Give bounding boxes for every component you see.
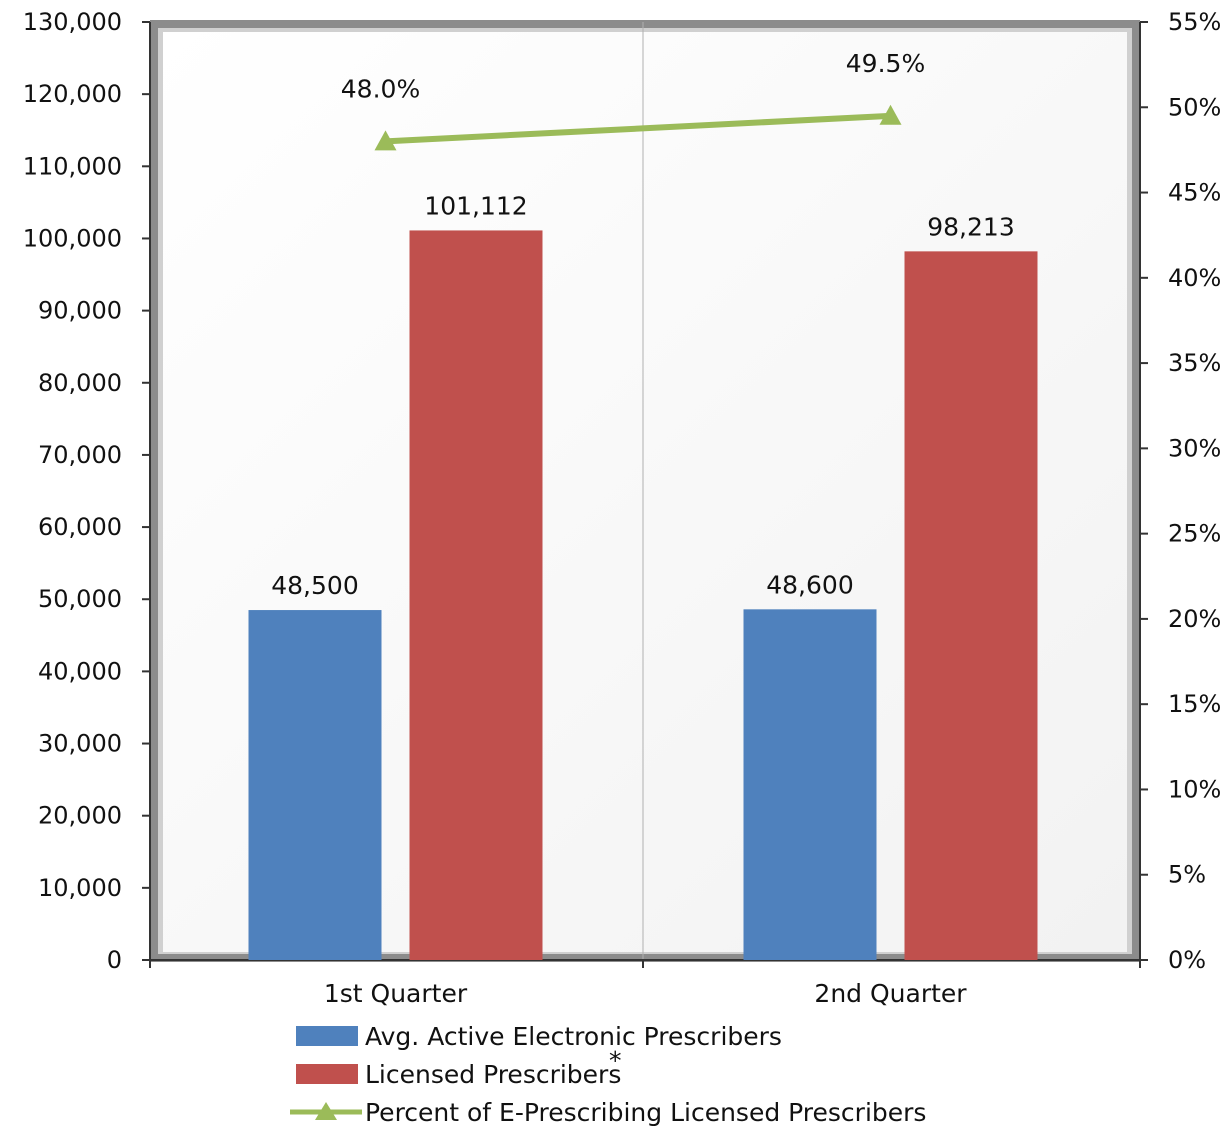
percent-value-label: 48.0% — [341, 74, 420, 103]
bar — [743, 609, 877, 960]
right-axis-tick-label: 55% — [1168, 8, 1221, 36]
left-axis-tick-label: 60,000 — [38, 513, 122, 541]
right-axis-tick-label: 45% — [1168, 179, 1221, 207]
left-axis-tick-label: 20,000 — [38, 802, 122, 830]
left-axis-tick-label: 130,000 — [23, 8, 122, 36]
bar — [248, 610, 382, 960]
percent-line-layer — [374, 104, 902, 151]
bar — [904, 251, 1038, 960]
bars — [248, 230, 1038, 960]
left-axis-tick-label: 90,000 — [38, 297, 122, 325]
legend-asterisk: * — [609, 1046, 622, 1075]
left-axis-tick-label: 110,000 — [23, 152, 122, 180]
percent-value-label: 49.5% — [846, 49, 925, 78]
left-axis-tick-label: 70,000 — [38, 441, 122, 469]
left-axis-tick-label: 50,000 — [38, 585, 122, 613]
x-axis-category-label: 1st Quarter — [324, 979, 468, 1008]
legend-swatch — [296, 1064, 358, 1084]
legend: Avg. Active Electronic Prescribers Licens… — [290, 1022, 926, 1127]
bar-value-label: 48,500 — [271, 571, 358, 600]
triangle-marker — [374, 130, 397, 151]
right-axis-tick-label: 10% — [1168, 775, 1221, 803]
percent-line — [385, 112, 891, 145]
bar-value-label: 98,213 — [927, 212, 1014, 241]
right-axis-tick-label: 25% — [1168, 520, 1221, 548]
right-axis-tick-label: 35% — [1168, 349, 1221, 377]
legend-label: Licensed Prescribers — [365, 1060, 621, 1089]
left-axis-tick-label: 10,000 — [38, 874, 122, 902]
legend-label: Percent of E-Prescribing Licensed Prescr… — [365, 1098, 926, 1127]
axes: 0 10,000 20,000 30,000 40,000 50,000 60,000 70,… — [23, 8, 1222, 1008]
right-axis-tick-label: 20% — [1168, 605, 1221, 633]
right-axis-tick-label: 0% — [1168, 946, 1206, 974]
left-axis-tick-label: 100,000 — [23, 224, 122, 252]
left-axis-tick-label: 0 — [107, 946, 122, 974]
data-labels: 48,500 48,600 101,112 98,213 48.0% 49.5% — [271, 49, 1014, 600]
right-axis-tick-label: 40% — [1168, 264, 1221, 292]
left-axis-tick-label: 120,000 — [23, 80, 122, 108]
right-axis-tick-label: 5% — [1168, 861, 1206, 889]
left-axis-tick-label: 40,000 — [38, 657, 122, 685]
right-axis-tick-label: 30% — [1168, 434, 1221, 462]
bar — [409, 230, 543, 960]
left-axis-tick-label: 80,000 — [38, 369, 122, 397]
left-axis-tick-label: 30,000 — [38, 730, 122, 758]
triangle-marker — [879, 104, 902, 125]
legend-swatch — [296, 1026, 358, 1046]
right-axis-tick-label: 50% — [1168, 93, 1221, 121]
legend-label: Avg. Active Electronic Prescribers — [365, 1022, 782, 1051]
right-axis-tick-label: 15% — [1168, 690, 1221, 718]
bar-value-label: 101,112 — [424, 191, 527, 220]
legend-triangle-marker — [315, 1102, 337, 1120]
bar-value-label: 48,600 — [766, 570, 853, 599]
x-axis-category-label: 2nd Quarter — [814, 979, 967, 1008]
